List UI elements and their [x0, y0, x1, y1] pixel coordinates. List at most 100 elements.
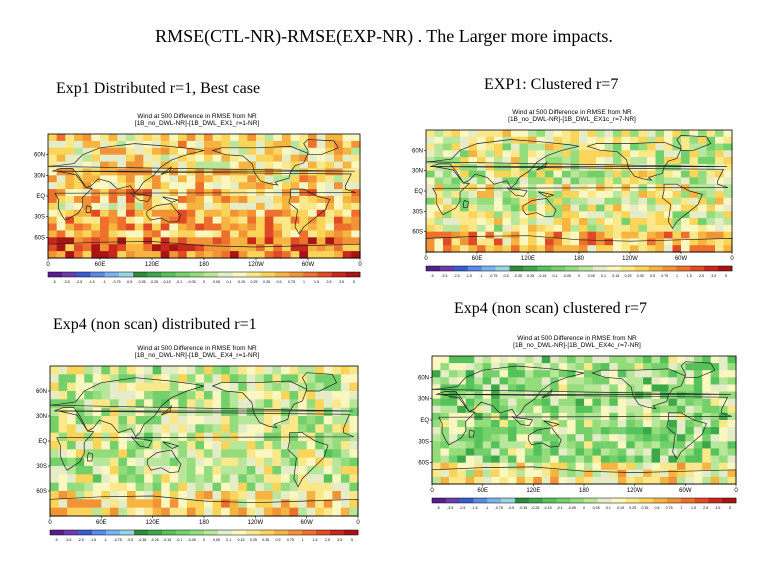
heatmap-cell [290, 202, 300, 211]
heatmap-cell [229, 382, 239, 392]
heatmap-cell [710, 469, 720, 478]
heatmap-cell [634, 448, 644, 457]
heatmap-cell [263, 457, 274, 467]
heatmap-cell [550, 370, 560, 378]
heatmap-cell [67, 466, 77, 475]
heatmap-cell [306, 441, 316, 450]
heatmap-cell [178, 491, 188, 500]
colorbar-swatch [481, 266, 496, 271]
heatmap-cell [109, 507, 120, 517]
heatmap-cell [289, 449, 299, 459]
heatmap-cell [178, 147, 188, 156]
colorbar-swatch [565, 266, 580, 271]
heatmap-cell [230, 209, 240, 218]
heatmap-cell [127, 466, 137, 475]
heatmap-cell [56, 237, 66, 245]
colorbar-swatch [289, 272, 304, 277]
heatmap-cell [127, 366, 137, 375]
colorbar-label: 0.5 [276, 538, 281, 542]
heatmap-cell [698, 157, 708, 165]
heatmap-cell [604, 157, 614, 165]
heatmap-cell [186, 237, 196, 245]
heatmap-cell [169, 147, 179, 156]
heatmap-cell [246, 499, 256, 509]
heatmap-cell [528, 136, 538, 145]
heatmap-cell [221, 491, 231, 500]
heatmap-cell [651, 377, 661, 386]
heatmap-cell [651, 420, 661, 428]
heatmap-cell [558, 384, 568, 393]
heatmap-cell [212, 202, 222, 211]
heatmap-cell [299, 134, 309, 142]
heatmap-cell [238, 182, 248, 190]
heatmap-cell [676, 476, 686, 485]
heatmap-cell [323, 382, 333, 392]
heatmap-cell [502, 170, 512, 179]
heatmap-cell [204, 196, 214, 204]
heatmap-cell [567, 370, 577, 378]
heatmap-cell [238, 175, 248, 183]
y-tick-label: 30S [412, 209, 423, 215]
heatmap-cell [596, 177, 606, 185]
heatmap-cell [247, 209, 257, 218]
heatmap-cell [647, 191, 657, 199]
heatmap-cell [48, 134, 58, 142]
panel-caption-exp1-clustered: EXP1: Clustered r=7 [484, 76, 619, 93]
heatmap-cell [502, 197, 512, 206]
heatmap-cell [221, 474, 231, 484]
colorbar-swatch [694, 498, 709, 503]
colorbar-swatch [330, 530, 345, 535]
heatmap-cell [723, 197, 733, 206]
heatmap-cell [50, 457, 60, 467]
heatmap-cell [626, 363, 636, 371]
heatmap-cell [604, 245, 614, 253]
heatmap-cell [702, 448, 712, 457]
heatmap-cell [710, 420, 720, 428]
heatmap-cell [273, 209, 283, 218]
heatmap-cell [92, 466, 102, 475]
heatmap-cell [440, 405, 450, 414]
heatmap-cell [457, 427, 467, 435]
heatmap-cell [440, 448, 450, 457]
heatmap-cell [195, 209, 205, 218]
heatmap-cell [477, 204, 487, 212]
heatmap-cell [58, 474, 68, 484]
heatmap-cell [440, 455, 450, 464]
heatmap-cell [617, 448, 627, 457]
heatmap-cell [117, 223, 127, 232]
heatmap-cell [264, 237, 274, 245]
colorbar-label: 0.05 [593, 506, 600, 510]
heatmap-cell [84, 416, 94, 425]
heatmap-cell [499, 384, 509, 393]
heatmap-cell [545, 177, 555, 185]
heatmap-cell [494, 224, 504, 233]
heatmap-cell [727, 405, 737, 414]
heatmap-cell [212, 374, 222, 384]
heatmap-cell [195, 154, 205, 163]
heatmap-cell [315, 416, 325, 425]
heatmap-cell [349, 366, 359, 375]
heatmap-cell [719, 370, 729, 378]
heatmap-cell [626, 427, 636, 435]
colorbar-label: 0.25 [250, 538, 257, 542]
colorbar-label: 5 [351, 538, 353, 542]
heatmap-cell [579, 238, 589, 246]
heatmap-cell [334, 202, 344, 211]
heatmap-cell [108, 237, 118, 245]
heatmap-cell [65, 161, 75, 170]
heatmap-cell [272, 491, 282, 500]
heatmap-cell [75, 449, 85, 459]
heatmap-cell [617, 377, 627, 386]
heatmap-cell [655, 150, 665, 158]
heatmap-cell [609, 398, 619, 407]
heatmap-cell [468, 191, 478, 199]
heatmap-cell [681, 157, 691, 165]
heatmap-cell [681, 218, 691, 226]
heatmap-cell [247, 147, 257, 156]
heatmap-cell [524, 384, 534, 393]
heatmap-cell [502, 150, 512, 158]
heatmap-cell [609, 448, 619, 457]
heatmap-cell [195, 491, 205, 500]
coastline [666, 412, 707, 460]
heatmap-cell [604, 197, 614, 206]
